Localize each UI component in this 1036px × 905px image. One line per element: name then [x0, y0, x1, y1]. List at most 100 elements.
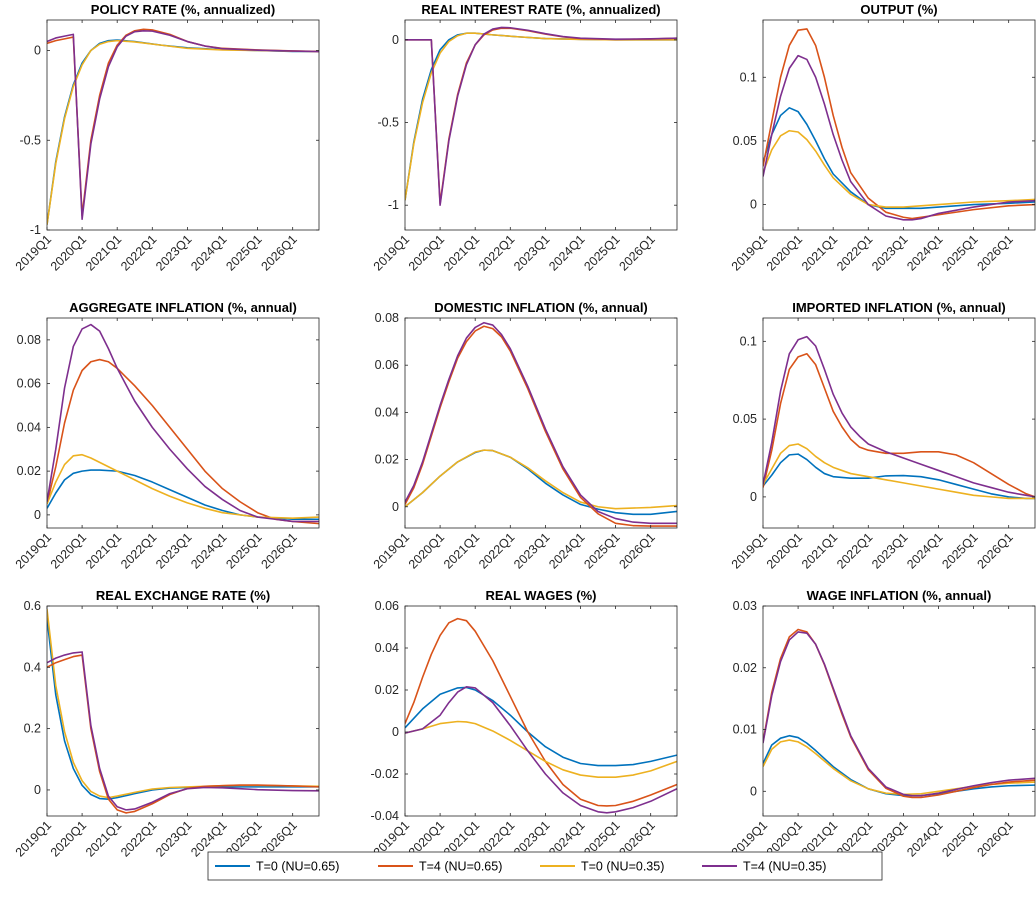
y-tick-label: 0.04	[375, 641, 399, 655]
x-tick-label: 2019Q1	[729, 530, 770, 571]
series-line-1	[405, 449, 677, 510]
x-tick-label: 2021Q1	[83, 232, 124, 273]
x-tick-label: 2025Q1	[939, 232, 980, 273]
x-tick-label: 2021Q1	[799, 232, 840, 273]
subplot-title: POLICY RATE (%, annualized)	[91, 2, 275, 17]
x-tick-label: 2026Q1	[616, 232, 657, 273]
axes-box	[762, 19, 1036, 231]
x-tick-label: 2026Q1	[258, 530, 299, 571]
series-line-3	[405, 26, 677, 206]
series-line-0	[763, 107, 1035, 210]
x-tick-label: 2022Q1	[118, 818, 159, 859]
series-group	[47, 323, 319, 525]
y-tick-label: 0.06	[375, 358, 399, 372]
x-tick-label: 2023Q1	[153, 818, 194, 859]
x-tick-label: 2023Q1	[153, 530, 194, 571]
y-tick-label: 0.02	[375, 683, 399, 697]
series-group	[763, 628, 1035, 799]
x-tick-label: 2023Q1	[511, 232, 552, 273]
y-tick-label: -0.5	[377, 116, 399, 130]
series-line-0	[763, 453, 1035, 500]
legend: T=0 (NU=0.65) T=4 (NU=0.65) T=0 (NU=0.35…	[207, 851, 883, 881]
subplot-real-exchange-rate: REAL EXCHANGE RATE (%) 00.20.40.62019Q12…	[13, 588, 320, 860]
y-tick-label: 0	[750, 490, 757, 504]
y-tick-label: 0.08	[375, 311, 399, 325]
axes-box	[46, 605, 320, 817]
x-tick-label: 2024Q1	[546, 232, 587, 273]
x-tick-label: 2022Q1	[834, 232, 875, 273]
y-tick-label: 0.02	[17, 464, 41, 478]
subplot-title: DOMESTIC INFLATION (%, annual)	[434, 300, 648, 315]
series-line-0	[47, 469, 319, 521]
x-tick-label: 2026Q1	[974, 232, 1015, 273]
series-line-0	[405, 449, 677, 516]
y-tick-label: -0.02	[371, 767, 400, 781]
y-tick-label: 0	[750, 784, 757, 798]
legend-label: T=0 (NU=0.65)	[256, 860, 339, 874]
y-tick-label: -1	[30, 223, 41, 237]
x-tick-label: 2022Q1	[118, 232, 159, 273]
legend-entry: T=0 (NU=0.65)	[215, 860, 339, 874]
subplot-title: REAL INTEREST RATE (%, annualized)	[421, 2, 660, 17]
series-line-2	[47, 28, 319, 217]
series-group	[47, 608, 319, 814]
x-tick-label: 2020Q1	[48, 818, 89, 859]
axes-box	[404, 317, 678, 529]
y-tick-label: 0.08	[17, 333, 41, 347]
y-tick-label: 0.06	[17, 377, 41, 391]
y-tick-label: 0.04	[375, 405, 399, 419]
y-tick-label: 0	[392, 33, 399, 47]
y-tick-label: 0.02	[375, 453, 399, 467]
legend-label: T=4 (NU=0.65)	[419, 860, 502, 874]
subplot-policy-rate: POLICY RATE (%, annualized) -1 -0.5 0 2019Q…	[13, 2, 320, 274]
axes-box	[46, 19, 320, 231]
series-line-1	[405, 32, 677, 201]
y-tick-label: 0.02	[733, 661, 757, 675]
legend-entry: T=4 (NU=0.65)	[378, 860, 502, 874]
series-line-1	[763, 28, 1035, 220]
axes-box	[762, 605, 1036, 817]
x-tick-label: 2025Q1	[581, 232, 622, 273]
x-tick-label: 2024Q1	[188, 530, 229, 571]
y-tick-label: 0	[392, 725, 399, 739]
y-tick-label: 0.6	[24, 599, 41, 613]
x-tick-label: 2022Q1	[476, 530, 517, 571]
series-line-2	[47, 654, 319, 814]
y-tick-label: 0	[34, 508, 41, 522]
subplot-domestic-inflation: DOMESTIC INFLATION (%, annual) 0 0.02 0.04…	[371, 300, 678, 572]
x-tick-label: 2019Q1	[729, 232, 770, 273]
x-tick-label: 2024Q1	[904, 232, 945, 273]
x-tick-label: 2020Q1	[764, 232, 805, 273]
x-tick-label: 2024Q1	[904, 530, 945, 571]
x-tick-label: 2026Q1	[258, 232, 299, 273]
series-group	[763, 335, 1035, 500]
subplot-output: OUTPUT (%) 00.050.12019Q12020Q12021Q1202…	[729, 2, 1036, 274]
x-tick-label: 2024Q1	[546, 530, 587, 571]
y-tick-label: 0.4	[24, 660, 41, 674]
x-tick-label: 2020Q1	[764, 530, 805, 571]
legend-label: T=4 (NU=0.35)	[743, 860, 826, 874]
y-tick-label: 0.04	[17, 420, 41, 434]
series-line-1	[405, 617, 677, 807]
subplot-title: WAGE INFLATION (%, annual)	[807, 588, 992, 603]
subplot-title: AGGREGATE INFLATION (%, annual)	[69, 300, 297, 315]
series-line-2	[47, 453, 319, 519]
x-tick-label: 2024Q1	[188, 232, 229, 273]
subplot-title: REAL WAGES (%)	[486, 588, 597, 603]
series-line-3	[763, 631, 1035, 797]
y-tick-label: 0.03	[733, 599, 757, 613]
x-tick-label: 2021Q1	[441, 530, 482, 571]
series-line-1	[47, 358, 319, 525]
subplot-title: OUTPUT (%)	[860, 2, 937, 17]
series-line-3	[47, 29, 319, 221]
series-line-3	[47, 651, 319, 811]
series-group	[763, 28, 1035, 221]
x-tick-label: 2023Q1	[511, 530, 552, 571]
subplot-real-interest-rate: REAL INTEREST RATE (%, annualized) -1 -0.…	[371, 2, 678, 274]
series-line-0	[47, 39, 319, 225]
legend-label: T=0 (NU=0.35)	[581, 860, 664, 874]
subplot-aggregate-inflation: AGGREGATE INFLATION (%, annual) 0 0.02 0.0…	[13, 300, 320, 572]
y-tick-label: 0.2	[24, 722, 41, 736]
series-line-2	[763, 628, 1035, 799]
